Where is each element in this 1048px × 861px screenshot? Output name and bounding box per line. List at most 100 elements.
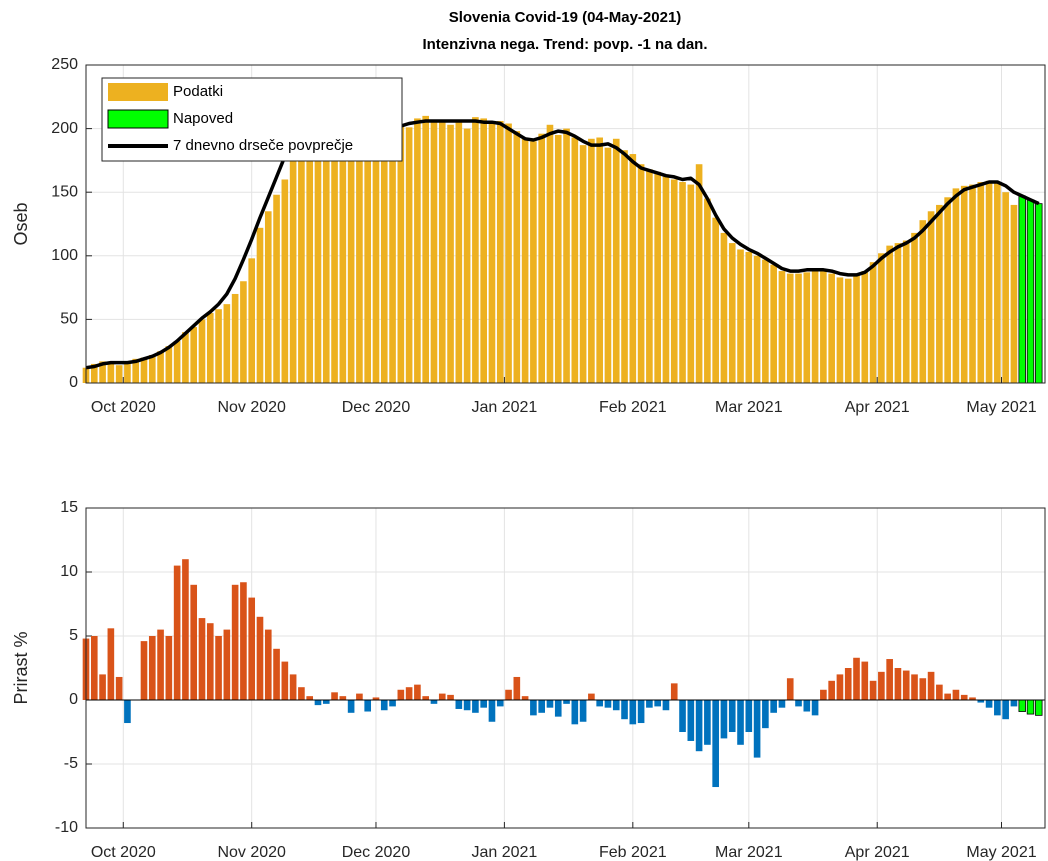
bar <box>612 700 620 711</box>
legend-swatch <box>107 109 169 129</box>
bar <box>322 141 330 383</box>
x-tick-label: Jan 2021 <box>471 399 537 416</box>
bar <box>687 184 695 383</box>
bar <box>231 293 239 383</box>
bar <box>960 185 968 383</box>
bar <box>397 124 405 383</box>
x-tick-label: Dec 2020 <box>342 844 411 861</box>
bar <box>173 565 181 700</box>
bar <box>844 278 852 383</box>
bar <box>985 180 993 383</box>
chart-subtitle: Intenzivna nega. Trend: povp. -1 na dan. <box>422 36 707 53</box>
bar <box>397 689 405 700</box>
bar <box>364 129 372 383</box>
bar <box>281 179 289 383</box>
bar <box>256 616 264 700</box>
bar <box>1010 204 1018 383</box>
bar <box>546 700 554 708</box>
bar <box>936 684 943 700</box>
bar <box>124 700 131 724</box>
bar <box>786 273 794 383</box>
bar <box>869 262 877 383</box>
bar <box>165 636 173 700</box>
bar <box>704 700 711 745</box>
x-tick-label: Oct 2020 <box>91 844 156 861</box>
bar <box>463 700 471 711</box>
bar <box>795 273 802 383</box>
bar <box>496 120 504 383</box>
bar <box>215 309 222 383</box>
bar <box>712 700 719 788</box>
x-tick-label: Dec 2020 <box>342 399 411 416</box>
bar <box>571 700 579 725</box>
bar <box>563 128 570 383</box>
bar <box>273 194 280 383</box>
bar <box>380 133 388 383</box>
bar <box>538 133 545 383</box>
y-tick-label: 0 <box>69 691 78 708</box>
bar <box>356 132 363 383</box>
bar <box>331 131 338 383</box>
bar <box>322 700 330 704</box>
bar <box>646 169 653 383</box>
y-tick-label: 50 <box>60 311 78 328</box>
bar <box>554 700 562 717</box>
bar <box>571 137 579 383</box>
bar <box>795 700 802 707</box>
bar <box>289 160 297 383</box>
bar <box>405 127 413 383</box>
y-tick-label: 0 <box>69 374 78 391</box>
bar <box>844 668 852 700</box>
bar <box>248 597 256 700</box>
bar <box>173 341 181 383</box>
bar <box>90 363 98 383</box>
bar <box>662 700 670 711</box>
bar <box>944 693 951 700</box>
bar <box>157 351 164 383</box>
x-tick-label: Feb 2021 <box>599 399 667 416</box>
x-tick-label: Apr 2021 <box>845 844 910 861</box>
bar <box>737 700 744 745</box>
chart-title: Slovenia Covid-19 (04-May-2021) <box>449 9 682 26</box>
bar <box>206 623 214 700</box>
bar <box>124 361 131 383</box>
bar <box>198 319 206 383</box>
bar <box>190 584 198 700</box>
bar <box>215 636 222 700</box>
bar <box>165 346 173 383</box>
bar <box>505 689 512 700</box>
bar <box>1035 203 1043 384</box>
bar <box>670 683 678 700</box>
bar <box>256 227 264 383</box>
bar <box>820 689 827 700</box>
x-tick-label: Apr 2021 <box>845 399 910 416</box>
bar <box>762 259 769 383</box>
bar <box>969 697 976 700</box>
legend-label: Napoved <box>173 110 233 127</box>
bar <box>911 232 918 383</box>
bar <box>99 361 106 383</box>
bar <box>985 700 993 708</box>
bar <box>861 271 869 383</box>
legend-swatch <box>108 83 168 101</box>
bar <box>670 179 678 383</box>
bar <box>1002 700 1009 720</box>
bar <box>1035 699 1043 716</box>
bar <box>554 134 562 383</box>
bar <box>853 274 860 383</box>
bar <box>828 680 835 700</box>
bar <box>1010 700 1018 707</box>
bar <box>546 124 554 383</box>
bar <box>331 692 338 700</box>
bar <box>977 700 985 703</box>
bar <box>148 636 156 700</box>
bar <box>248 258 256 383</box>
bar <box>430 122 438 384</box>
y-tick-label: -5 <box>64 755 78 772</box>
bar <box>695 164 703 383</box>
bar <box>944 197 951 383</box>
bar <box>919 678 927 700</box>
bar <box>314 134 322 383</box>
y-tick-label: 10 <box>60 563 78 580</box>
